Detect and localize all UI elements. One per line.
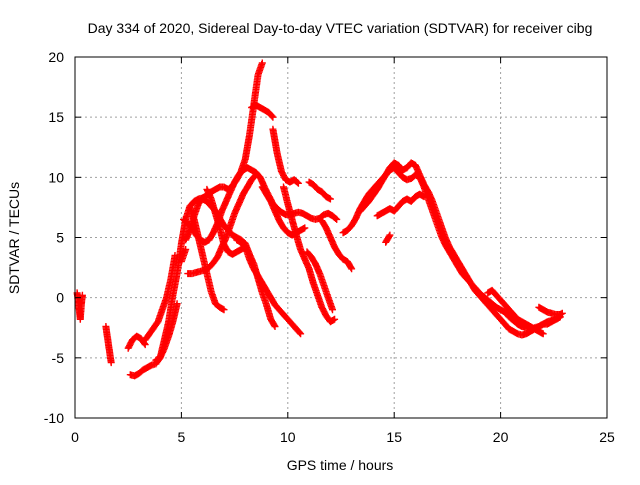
y-tick-label: 5 xyxy=(56,230,64,246)
series-arc-04 xyxy=(141,252,179,344)
series-arc-21 xyxy=(356,159,564,339)
series-arc-25 xyxy=(382,231,394,246)
series-arc-16 xyxy=(280,183,339,326)
data-point-marker xyxy=(293,178,301,186)
data-point-marker xyxy=(331,315,339,323)
series-arc-22 xyxy=(373,190,428,220)
grid-layer xyxy=(75,57,607,418)
x-tick-label: 0 xyxy=(71,429,79,445)
data-point-marker xyxy=(220,306,228,314)
tick-layer: 0 5 10 15 20 25 -10 -5 0 5 10 15 20 xyxy=(44,49,615,445)
data-point-marker xyxy=(333,215,341,223)
data-point-marker xyxy=(182,246,190,253)
data-point-marker xyxy=(271,323,279,330)
data-point-marker xyxy=(268,112,276,120)
y-tick-label: 10 xyxy=(48,169,64,185)
x-axis-label: GPS time / hours xyxy=(287,457,394,473)
x-tick-label: 10 xyxy=(280,429,296,445)
data-layer xyxy=(73,59,566,380)
data-point-marker xyxy=(140,339,148,347)
data-point-marker xyxy=(386,231,394,239)
series-arc-07 xyxy=(180,164,341,246)
y-tick-label: 0 xyxy=(56,290,64,306)
data-point-marker xyxy=(294,179,302,187)
data-point-marker xyxy=(78,291,86,299)
data-point-marker xyxy=(326,195,334,203)
series-arc-26 xyxy=(177,246,190,266)
data-point-marker xyxy=(297,330,305,338)
series-arc-24 xyxy=(535,303,566,318)
x-tick-label: 20 xyxy=(493,429,509,445)
data-point-marker xyxy=(332,215,340,222)
series-arc-09 xyxy=(182,195,279,330)
data-point-marker xyxy=(348,265,356,273)
data-point-marker xyxy=(171,252,179,259)
data-point-marker xyxy=(329,306,336,314)
series-arc-19 xyxy=(318,217,356,273)
y-tick-label: 15 xyxy=(48,109,64,125)
series-arc-18 xyxy=(305,178,334,203)
series-arc-05 xyxy=(124,332,149,352)
data-point-marker xyxy=(269,113,277,121)
series-arc-23 xyxy=(484,286,547,338)
y-tick-label: -10 xyxy=(44,410,64,426)
data-point-marker xyxy=(258,59,266,67)
data-point-marker xyxy=(558,309,566,317)
data-point-marker xyxy=(420,193,428,201)
series-arc-06 xyxy=(152,300,181,364)
y-axis-label: SDTVAR / TECUs xyxy=(6,182,22,294)
x-tick-label: 25 xyxy=(599,429,615,445)
chart-title: Day 334 of 2020, Sidereal Day-to-day VTE… xyxy=(88,20,593,36)
data-point-marker xyxy=(301,224,309,232)
data-point-marker xyxy=(251,172,259,180)
series-arc-14 xyxy=(269,125,302,187)
data-point-marker xyxy=(107,359,115,367)
data-point-marker xyxy=(252,171,260,179)
series-arc-10 xyxy=(184,171,260,278)
data-point-marker xyxy=(141,341,149,349)
data-point-marker xyxy=(296,329,304,337)
series-arc-17 xyxy=(303,248,336,314)
y-tick-label: 20 xyxy=(48,49,64,65)
x-tick-label: 5 xyxy=(178,429,186,445)
data-point-marker xyxy=(539,330,547,338)
data-point-marker xyxy=(173,300,181,308)
series-arc-02 xyxy=(102,323,115,367)
series-arc-12 xyxy=(233,236,305,338)
series-arc-13 xyxy=(248,101,277,121)
y-tick-label: -5 xyxy=(52,350,65,366)
x-tick-label: 15 xyxy=(386,429,402,445)
